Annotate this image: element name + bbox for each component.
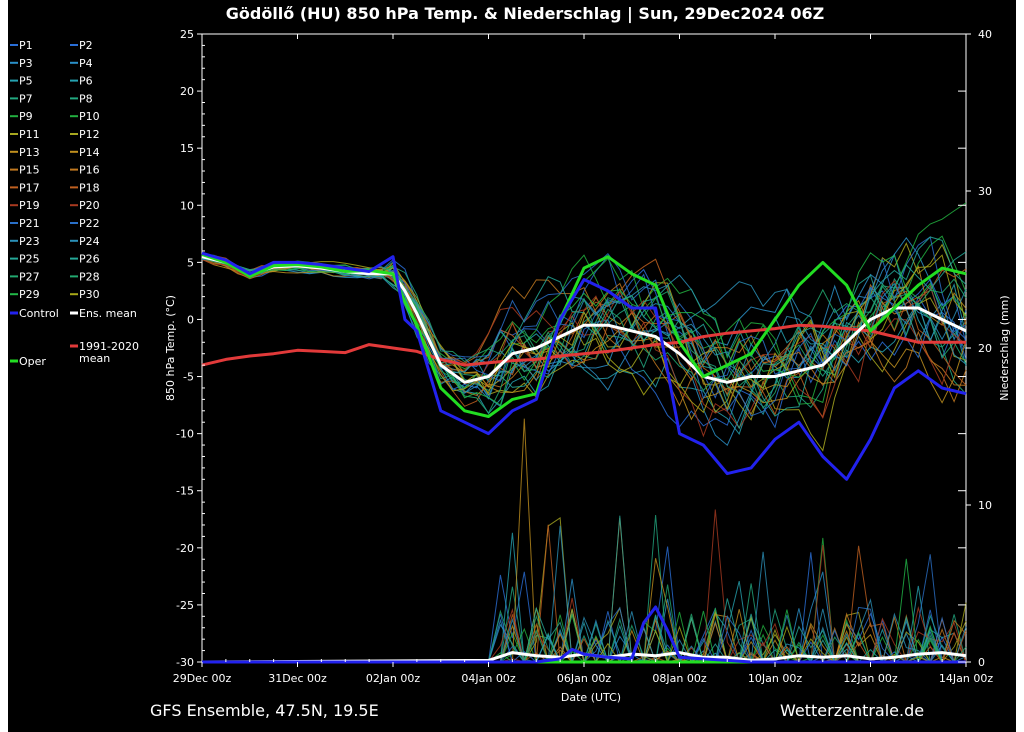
y-tick-label: 20 — [180, 85, 194, 98]
y-tick-label: -20 — [176, 542, 194, 555]
axes: 25 20 15 10 5 0 -5 -10 -15 -20 -25 -30 40 30 20 10 0 29De… — [173, 28, 994, 685]
legend-label-p7: P7 — [19, 92, 33, 105]
ens-mean-precip-line — [201, 651, 967, 664]
legend-label-p10: P10 — [79, 110, 100, 123]
y2-tick-label: 40 — [978, 28, 992, 41]
y-tick-label: 10 — [180, 199, 194, 212]
legend-label-p14: P14 — [79, 146, 100, 159]
control-temp-line — [201, 251, 967, 481]
legend-label-p25: P25 — [19, 253, 40, 266]
y-tick-label: 25 — [180, 28, 194, 41]
footer-right: Wetterzentrale.de — [780, 701, 924, 720]
ensemble-line-p30 — [201, 254, 967, 414]
legend-label-p2: P2 — [79, 39, 93, 52]
y-tick-label: 15 — [180, 142, 194, 155]
legend-label-p28: P28 — [79, 270, 100, 283]
y-axis-label: 850 hPa Temp. (°C) — [164, 295, 177, 401]
legend-label-p20: P20 — [79, 199, 100, 212]
legend-label-p1: P1 — [19, 39, 33, 52]
legend-label-p12: P12 — [79, 128, 100, 141]
legend-label-p9: P9 — [19, 110, 33, 123]
legend-label-p23: P23 — [19, 235, 40, 248]
x-tick-label: 06Jan 00z — [557, 672, 611, 685]
legend-label-p24: P24 — [79, 235, 100, 248]
legend-label-p17: P17 — [19, 181, 40, 194]
legend-label-p30: P30 — [79, 288, 100, 301]
legend-label-p8: P8 — [79, 92, 93, 105]
y-tick-label: -30 — [176, 656, 194, 669]
chart-svg: Gödöllő (HU) 850 hPa Temp. & Niederschla… — [10, 4, 1011, 720]
legend-label-climate-line2: mean — [79, 352, 110, 365]
control-precip-line — [202, 605, 966, 664]
y2-tick-label: 10 — [978, 499, 992, 512]
x-tick-label: 10Jan 00z — [748, 672, 802, 685]
legend-label-p5: P5 — [19, 75, 33, 88]
y-tick-label: -10 — [176, 428, 194, 441]
legend-label-p26: P26 — [79, 253, 100, 266]
legend-label-control: Control — [19, 307, 59, 320]
x-tick-label: 29Dec 00z — [173, 672, 232, 685]
legend-label-p13: P13 — [19, 146, 40, 159]
legend-label-p16: P16 — [79, 164, 100, 177]
legend-label-p19: P19 — [19, 199, 40, 212]
x-tick-label: 04Jan 00z — [461, 672, 515, 685]
y-tick-label: -15 — [176, 485, 194, 498]
legend-label-ens-mean: Ens. mean — [79, 307, 137, 320]
legend-label-oper: Oper — [19, 355, 46, 368]
climate-mean-temp-line — [201, 323, 966, 367]
ensemble-line-p29 — [201, 252, 967, 406]
legend-label-p18: P18 — [79, 181, 100, 194]
legend-label-p15: P15 — [19, 164, 40, 177]
x-tick-label: 12Jan 00z — [843, 672, 897, 685]
y-tick-label: -25 — [176, 599, 194, 612]
y2-tick-label: 0 — [978, 656, 985, 669]
x-tick-label: 14Jan 00z — [939, 672, 993, 685]
chart-frame: Gödöllő (HU) 850 hPa Temp. & Niederschla… — [8, 0, 1016, 732]
legend-label-p21: P21 — [19, 217, 40, 230]
legend-label-p4: P4 — [79, 57, 93, 70]
ensemble-line-p22 — [201, 236, 967, 400]
x-tick-label: 02Jan 00z — [366, 672, 420, 685]
x-tick-label: 31Dec 00z — [268, 672, 327, 685]
footer-left: GFS Ensemble, 47.5N, 19.5E — [150, 701, 379, 720]
x-tick-label: 08Jan 00z — [652, 672, 706, 685]
y2-tick-label: 20 — [978, 342, 992, 355]
y2-tick-label: 30 — [978, 185, 992, 198]
legend: P1 P2 P3 P4 P5 P6 P7 P8 P9 P10 P11 P12 P13 P14 P15 P16 P… — [10, 39, 139, 368]
legend-label-p29: P29 — [19, 288, 40, 301]
chart-title: Gödöllő (HU) 850 hPa Temp. & Niederschla… — [226, 4, 824, 24]
legend-label-p3: P3 — [19, 57, 33, 70]
x-axis-label: Date (UTC) — [561, 691, 621, 704]
oper-temp-line — [201, 252, 967, 418]
y-tick-label: 5 — [187, 256, 194, 269]
legend-label-p27: P27 — [19, 270, 40, 283]
y-tick-label: 0 — [187, 313, 194, 326]
legend-label-p11: P11 — [19, 128, 40, 141]
y2-axis-label: Niederschlag (mm) — [998, 295, 1011, 400]
legend-label-p6: P6 — [79, 75, 93, 88]
y-tick-label: -5 — [183, 371, 194, 384]
legend-label-p22: P22 — [79, 217, 100, 230]
legend-label-climate-line1: 1991-2020 — [79, 340, 139, 353]
